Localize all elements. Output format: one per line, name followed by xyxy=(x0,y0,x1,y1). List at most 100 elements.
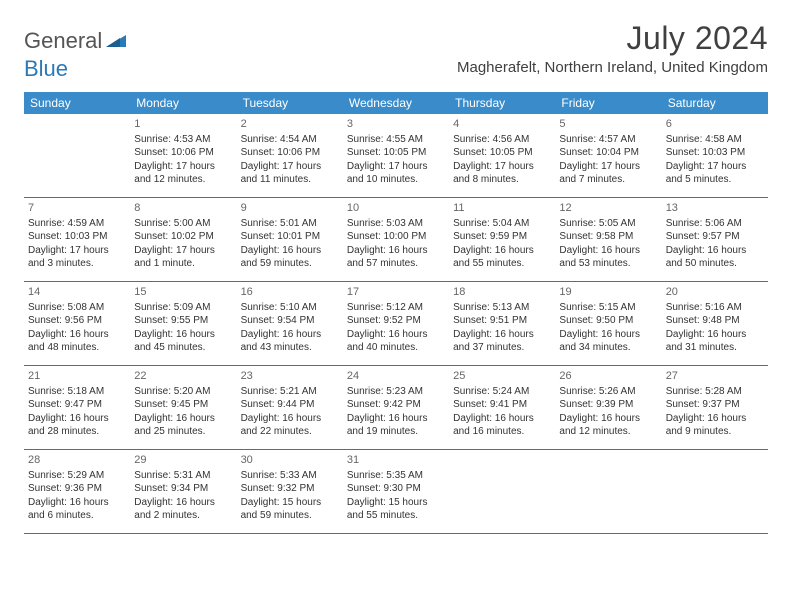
day-info-line: Sunset: 9:44 PM xyxy=(241,398,339,412)
day-number: 23 xyxy=(241,369,339,384)
day-info-line: Daylight: 17 hours and 8 minutes. xyxy=(453,160,551,187)
day-info-line: Daylight: 15 hours and 59 minutes. xyxy=(241,496,339,523)
day-number: 6 xyxy=(666,117,764,132)
day-header-cell: Monday xyxy=(130,92,236,114)
day-info-line: Sunrise: 4:57 AM xyxy=(559,133,657,147)
day-cell: 11Sunrise: 5:04 AMSunset: 9:59 PMDayligh… xyxy=(449,198,555,281)
day-cell: 1Sunrise: 4:53 AMSunset: 10:06 PMDayligh… xyxy=(130,114,236,197)
day-info-line: Sunset: 10:06 PM xyxy=(241,146,339,160)
day-number: 27 xyxy=(666,369,764,384)
day-info-line: Sunset: 9:41 PM xyxy=(453,398,551,412)
week-row: 21Sunrise: 5:18 AMSunset: 9:47 PM Dayligh… xyxy=(24,366,768,450)
day-info-line: Sunrise: 4:59 AM xyxy=(28,217,126,231)
day-info-line: Daylight: 17 hours and 7 minutes. xyxy=(559,160,657,187)
day-cell: 18Sunrise: 5:13 AMSunset: 9:51 PMDayligh… xyxy=(449,282,555,365)
day-info-line: Sunrise: 5:10 AM xyxy=(241,301,339,315)
day-info-line: Sunrise: 5:24 AM xyxy=(453,385,551,399)
day-info-line: Sunset: 9:56 PM xyxy=(28,314,126,328)
day-info-line: Sunset: 9:42 PM xyxy=(347,398,445,412)
day-cell: 19Sunrise: 5:15 AMSunset: 9:50 PMDayligh… xyxy=(555,282,661,365)
day-info-line: Sunset: 10:01 PM xyxy=(241,230,339,244)
day-info-line: Daylight: 16 hours and 31 minutes. xyxy=(666,328,764,355)
day-number: 18 xyxy=(453,285,551,300)
day-number: 20 xyxy=(666,285,764,300)
day-info-line: Daylight: 16 hours and 37 minutes. xyxy=(453,328,551,355)
day-info-line: Sunrise: 4:58 AM xyxy=(666,133,764,147)
day-number: 17 xyxy=(347,285,445,300)
day-info-line: Sunset: 9:39 PM xyxy=(559,398,657,412)
day-number: 14 xyxy=(28,285,126,300)
day-info-line: Sunrise: 5:33 AM xyxy=(241,469,339,483)
day-header-cell: Sunday xyxy=(24,92,130,114)
day-info-line: Sunrise: 4:54 AM xyxy=(241,133,339,147)
day-number: 30 xyxy=(241,453,339,468)
day-number: 21 xyxy=(28,369,126,384)
day-info-line: Sunset: 9:54 PM xyxy=(241,314,339,328)
day-cell: 15Sunrise: 5:09 AMSunset: 9:55 PMDayligh… xyxy=(130,282,236,365)
day-info-line: Daylight: 15 hours and 55 minutes. xyxy=(347,496,445,523)
day-number: 9 xyxy=(241,201,339,216)
day-cell: 6Sunrise: 4:58 AMSunset: 10:03 PMDayligh… xyxy=(662,114,768,197)
day-info-line: Sunset: 9:55 PM xyxy=(134,314,232,328)
day-number: 25 xyxy=(453,369,551,384)
day-info-line: Daylight: 17 hours and 3 minutes. xyxy=(28,244,126,271)
day-header-cell: Tuesday xyxy=(237,92,343,114)
day-number: 7 xyxy=(28,201,126,216)
day-info-line: Sunset: 9:51 PM xyxy=(453,314,551,328)
day-info-line: Daylight: 16 hours and 50 minutes. xyxy=(666,244,764,271)
day-info-line: Sunset: 9:50 PM xyxy=(559,314,657,328)
day-info-line: Sunrise: 5:23 AM xyxy=(347,385,445,399)
week-row: 7Sunrise: 4:59 AMSunset: 10:03 PMDayligh… xyxy=(24,198,768,282)
day-number: 16 xyxy=(241,285,339,300)
day-info-line: Daylight: 16 hours and 45 minutes. xyxy=(134,328,232,355)
day-info-line: Sunset: 10:02 PM xyxy=(134,230,232,244)
day-cell: 30Sunrise: 5:33 AMSunset: 9:32 PMDayligh… xyxy=(237,450,343,533)
title-block: July 2024 Magherafelt, Northern Ireland,… xyxy=(457,20,768,76)
day-info-line: Sunrise: 5:35 AM xyxy=(347,469,445,483)
day-info-line: Sunrise: 5:21 AM xyxy=(241,385,339,399)
day-info-line: Sunset: 10:06 PM xyxy=(134,146,232,160)
day-info-line: Daylight: 16 hours and 43 minutes. xyxy=(241,328,339,355)
day-cell: 4Sunrise: 4:56 AMSunset: 10:05 PMDayligh… xyxy=(449,114,555,197)
day-info-line: Sunset: 9:45 PM xyxy=(134,398,232,412)
day-cell: 25Sunrise: 5:24 AMSunset: 9:41 PMDayligh… xyxy=(449,366,555,449)
day-number: 3 xyxy=(347,117,445,132)
day-info-line: Sunrise: 5:03 AM xyxy=(347,217,445,231)
day-info-line: Sunrise: 5:01 AM xyxy=(241,217,339,231)
day-info-line: Daylight: 17 hours and 1 minute. xyxy=(134,244,232,271)
day-header-cell: Wednesday xyxy=(343,92,449,114)
day-cell: 9Sunrise: 5:01 AMSunset: 10:01 PMDayligh… xyxy=(237,198,343,281)
day-info-line: Sunrise: 5:08 AM xyxy=(28,301,126,315)
day-header-cell: Saturday xyxy=(662,92,768,114)
day-info-line: Sunrise: 5:18 AM xyxy=(28,385,126,399)
day-info-line: Sunset: 10:00 PM xyxy=(347,230,445,244)
day-number: 10 xyxy=(347,201,445,216)
day-number: 8 xyxy=(134,201,232,216)
location-text: Magherafelt, Northern Ireland, United Ki… xyxy=(457,59,768,76)
day-info-line: Sunrise: 5:12 AM xyxy=(347,301,445,315)
day-number: 19 xyxy=(559,285,657,300)
day-info-line: Daylight: 16 hours and 48 minutes. xyxy=(28,328,126,355)
day-info-line: Sunrise: 5:20 AM xyxy=(134,385,232,399)
day-cell: 27Sunrise: 5:28 AMSunset: 9:37 PMDayligh… xyxy=(662,366,768,449)
day-info-line: Sunset: 9:58 PM xyxy=(559,230,657,244)
day-cell: 13Sunrise: 5:06 AMSunset: 9:57 PMDayligh… xyxy=(662,198,768,281)
day-cell: 7Sunrise: 4:59 AMSunset: 10:03 PMDayligh… xyxy=(24,198,130,281)
day-number: 24 xyxy=(347,369,445,384)
day-number: 28 xyxy=(28,453,126,468)
day-info-line: Sunrise: 5:28 AM xyxy=(666,385,764,399)
day-info-line: Sunrise: 5:29 AM xyxy=(28,469,126,483)
day-number: 31 xyxy=(347,453,445,468)
day-info-line: Sunset: 9:47 PM xyxy=(28,398,126,412)
day-info-line: Sunrise: 5:06 AM xyxy=(666,217,764,231)
day-info-line: Sunrise: 5:13 AM xyxy=(453,301,551,315)
day-info-line: Sunrise: 4:55 AM xyxy=(347,133,445,147)
day-info-line: Daylight: 16 hours and 9 minutes. xyxy=(666,412,764,439)
day-info-line: Sunset: 9:36 PM xyxy=(28,482,126,496)
day-info-line: Daylight: 16 hours and 55 minutes. xyxy=(453,244,551,271)
day-info-line: Sunset: 10:03 PM xyxy=(28,230,126,244)
day-cell: 2Sunrise: 4:54 AMSunset: 10:06 PMDayligh… xyxy=(237,114,343,197)
logo: General xyxy=(24,28,128,54)
day-info-line: Sunset: 9:48 PM xyxy=(666,314,764,328)
day-number: 29 xyxy=(134,453,232,468)
